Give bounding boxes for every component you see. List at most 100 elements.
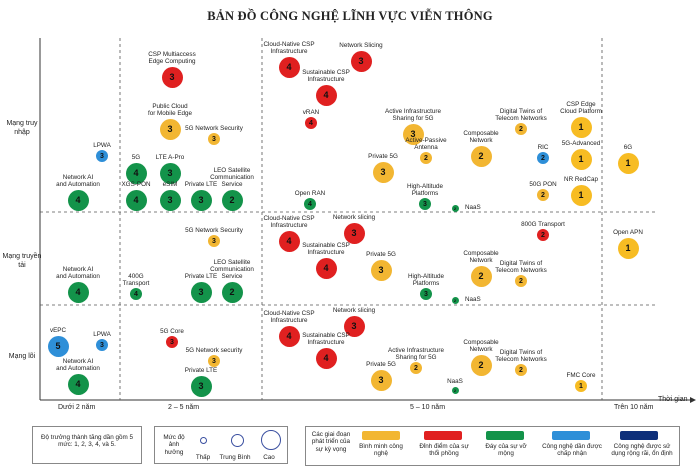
period-label-2-5: 2 – 5 năm [168, 404, 200, 411]
tech-bubble: 3 [208, 235, 220, 247]
tech-label: 5G [131, 154, 141, 162]
tech-label: Private 5G [366, 251, 396, 259]
tech-bubble: 4 [67, 189, 89, 211]
tech-label: Open RAN [294, 189, 326, 197]
tech-bubble: 2 [221, 281, 243, 303]
tech-label: Private LTE [184, 181, 218, 189]
legend-stage2-label: Đỉnh điểm của sự thổi phồng [419, 443, 469, 458]
tech-label: Open APN [613, 229, 643, 237]
tech-bubble: 4 [305, 117, 317, 129]
tech-bubble: 2 [470, 265, 492, 287]
tech-bubble: 2 [451, 204, 459, 212]
tech-bubble: 4 [67, 281, 89, 303]
tech-bubble: 3 [190, 189, 212, 211]
tech-bubble: 2 [470, 354, 492, 376]
legend-stage4-swatch [552, 431, 590, 440]
tech-label: Cloud-Native CSP Infrastructure [263, 215, 315, 230]
tech-bubble: 4 [315, 347, 337, 369]
tech-bubble: 2 [515, 364, 527, 376]
tech-label: 5G Network Security [185, 124, 243, 132]
tech-bubble: 1 [617, 152, 639, 174]
tech-bubble: 2 [515, 275, 527, 287]
tech-bubble: 3 [370, 369, 392, 391]
period-label-under-2: Dưới 2 năm [58, 404, 96, 411]
tech-bubble: 3 [161, 66, 183, 88]
tech-bubble: 2 [410, 362, 422, 374]
tech-label: XGS-PON [121, 181, 151, 189]
tech-bubble: 3 [419, 198, 431, 210]
tech-label: CSP Edge Cloud Platform [560, 101, 602, 116]
tech-bubble: 4 [304, 198, 316, 210]
legend-impact-mid: Trung Bình [219, 454, 251, 461]
legend-stage3-swatch [486, 431, 524, 440]
tech-bubble: 2 [420, 152, 432, 164]
legend-impact-mid-circle [231, 434, 244, 447]
tech-bubble: 3 [370, 259, 392, 281]
tech-label: 400G Transport [122, 272, 150, 287]
tech-label: LEO Satellite Communication Service [210, 258, 254, 281]
tech-label: Active Infrastructure Sharing for 5G [388, 346, 444, 361]
tech-bubble: 3 [208, 355, 220, 367]
page-title: BẢN ĐỒ CÔNG NGHỆ LĨNH VỰC VIỄN THÔNG [207, 9, 493, 23]
tech-bubble: 1 [575, 380, 587, 392]
tech-label: LTE A-Pro [155, 154, 185, 162]
tech-bubble: 3 [420, 288, 432, 300]
tech-label: eSIM [162, 181, 178, 189]
tech-bubble: 4 [278, 56, 300, 78]
tech-label: 50G PON [529, 180, 557, 188]
tech-label: Active-Passive Antenna [405, 136, 447, 151]
row-label-core: Mạng lõi [8, 353, 36, 360]
tech-label: NaaS [447, 378, 463, 386]
tech-bubble: 4 [278, 230, 300, 252]
tech-label: Network AI and Automation [56, 174, 100, 189]
tech-bubble: 3 [343, 315, 365, 337]
tech-label: NaaS [465, 296, 481, 303]
tech-bubble: 3 [208, 133, 220, 145]
period-label-5-10: 5 – 10 năm [410, 404, 446, 411]
tech-label: 6G [623, 144, 633, 152]
tech-label: 5G Network Security [185, 226, 243, 234]
tech-bubble: 4 [125, 162, 147, 184]
tech-bubble: 2 [470, 145, 492, 167]
legend-impact-high: Cao [263, 454, 275, 461]
legend-stage5-label: Công nghệ được sử dụng rộng rãi, ổn định [611, 443, 673, 458]
tech-bubble: 1 [570, 148, 592, 170]
tech-label: 800G Transport [521, 220, 565, 228]
tech-label: Composable Network [463, 130, 499, 145]
legend-stages: Các giai đoạn phát triển của sự kỳ vọng … [305, 426, 680, 466]
tech-label: 5G-Advanced [561, 140, 601, 148]
tech-bubble: 3 [402, 123, 424, 145]
tech-bubble: 4 [67, 373, 89, 395]
tech-label: Active Infrastructure Sharing for 5G [385, 108, 441, 123]
tech-label: LPWA [93, 141, 111, 149]
legend-maturity: Độ trưởng thành tăng dần gồm 5 mức: 1, 2… [32, 426, 142, 464]
legend-stage1-label: Bình minh công nghệ [359, 443, 403, 458]
tech-label: Cloud-Native CSP Infrastructure [263, 310, 315, 325]
tech-label: 5G Network security [185, 346, 243, 354]
tech-bubble: 2 [451, 296, 459, 304]
tech-bubble: 3 [372, 161, 394, 183]
tech-bubble: 1 [570, 184, 592, 206]
tech-bubble: 2 [515, 123, 527, 135]
tech-label: LEO Satellite Communication Service [210, 166, 254, 189]
tech-label: Digital Twins of Telecom Networks [495, 259, 547, 274]
tech-label: Private 5G [366, 361, 396, 369]
tech-label: RIC [537, 143, 549, 151]
tech-bubble: 3 [343, 222, 365, 244]
tech-bubble: 5 [47, 335, 69, 357]
tech-label: Private 5G [368, 153, 398, 161]
tech-bubble: 1 [570, 116, 592, 138]
tech-label: Network slicing [332, 307, 376, 315]
legend-impact: Mức độ ảnh hưởng Thấp Trung Bình Cao [154, 426, 288, 464]
tech-bubble: 3 [96, 339, 108, 351]
legend-stage-title: Các giai đoạn phát triển của sự kỳ vọng [311, 431, 351, 453]
legend-impact-high-circle [261, 430, 281, 450]
tech-label: High-Altitude Platforms [407, 272, 445, 287]
tech-label: vRAN [302, 108, 320, 116]
tech-label: Public Cloud for Mobile Edge [147, 103, 193, 118]
tech-bubble: 3 [159, 162, 181, 184]
tech-bubble: 3 [159, 189, 181, 211]
tech-bubble: 1 [617, 237, 639, 259]
